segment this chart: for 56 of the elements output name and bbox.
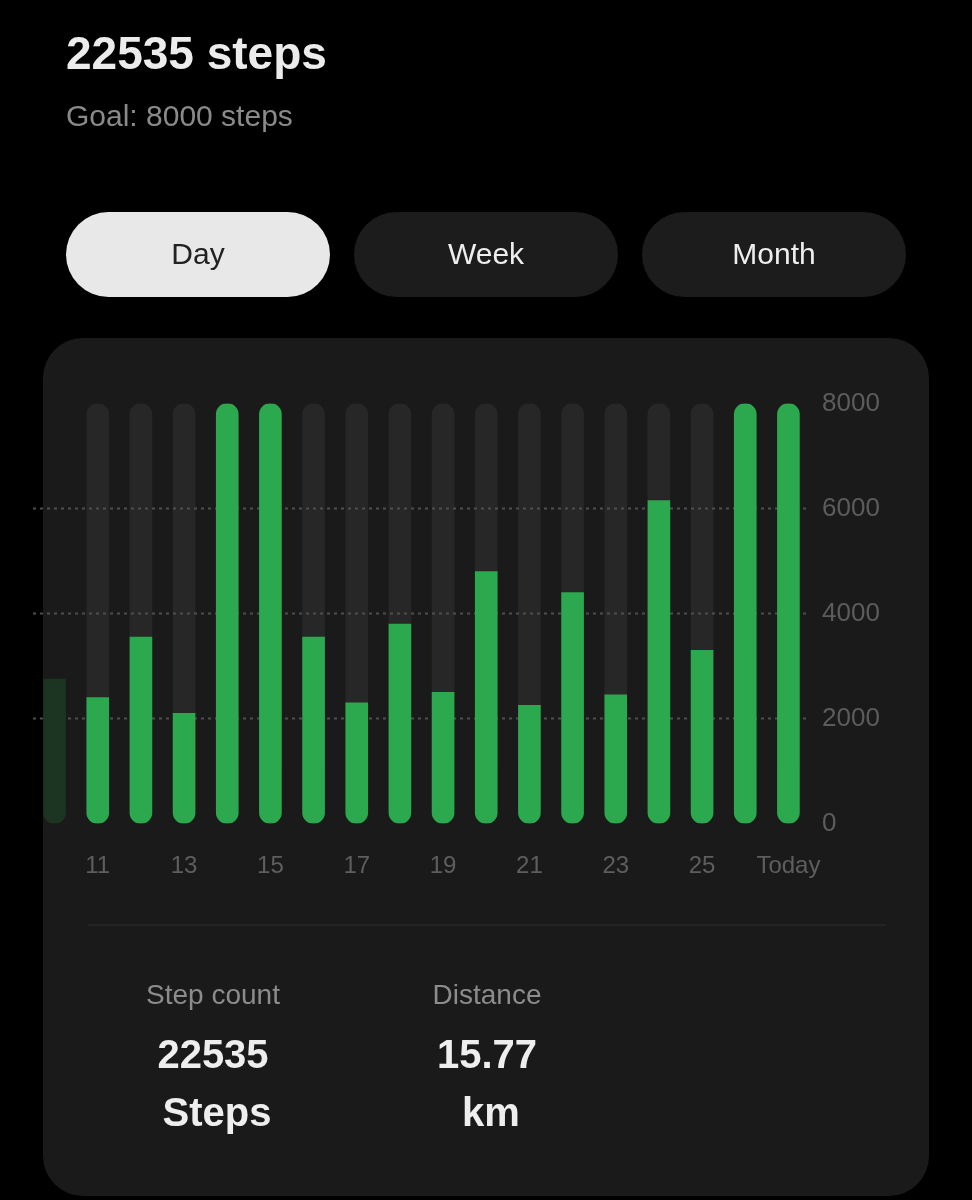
x-tick-label: 21 — [516, 850, 543, 878]
bar — [302, 636, 325, 824]
bar — [431, 691, 455, 824]
text: Day — [171, 236, 225, 272]
x-tick-label: 25 — [688, 850, 716, 878]
bar — [604, 403, 628, 696]
bar — [647, 403, 671, 501]
x-tick-label: 17 — [343, 850, 371, 878]
bar — [129, 403, 153, 638]
text: 15.77 — [436, 1031, 538, 1078]
bar — [129, 636, 153, 824]
x-tick-label: 15 — [257, 850, 284, 878]
text: Steps — [162, 1089, 272, 1136]
x-tick-label: 19 — [429, 850, 457, 878]
y-tick-label: 4000 — [822, 596, 880, 627]
bar — [518, 705, 541, 824]
bar — [259, 403, 282, 824]
bar — [388, 403, 412, 625]
bar — [172, 712, 196, 824]
bar — [302, 403, 325, 638]
bar — [43, 678, 66, 824]
text: Week — [447, 236, 525, 272]
bar — [86, 697, 110, 824]
chart-title: 22535 steps — [66, 27, 327, 79]
bar — [345, 403, 369, 704]
y-tick-label: 6000 — [822, 491, 880, 522]
x-tick-label: Today — [756, 850, 821, 878]
chart-subtitle: Goal: 8000 steps — [66, 98, 293, 134]
bar — [474, 403, 498, 572]
y-tick-label: 8000 — [822, 386, 880, 417]
bar — [561, 592, 584, 824]
bar — [647, 500, 671, 824]
bar — [86, 403, 110, 698]
bar — [690, 649, 714, 824]
text: Month — [732, 236, 816, 272]
text: Distance — [432, 978, 542, 1012]
bar — [215, 403, 239, 824]
bar — [518, 403, 541, 706]
bar — [777, 403, 800, 824]
text: Step count — [146, 978, 280, 1012]
x-tick-label: 23 — [602, 850, 630, 878]
bar — [345, 702, 369, 824]
text: km — [462, 1089, 520, 1136]
bar — [733, 403, 757, 824]
bar — [604, 694, 628, 824]
bar — [431, 403, 455, 693]
bar — [690, 403, 714, 651]
y-tick-label: 2000 — [822, 701, 880, 732]
x-tick-label: 11 — [85, 850, 111, 878]
x-tick-label: 13 — [170, 850, 198, 878]
y-tick-label: 0 — [822, 806, 837, 837]
bar — [474, 571, 498, 824]
bar — [388, 623, 412, 824]
bar — [561, 403, 584, 593]
bar — [172, 403, 196, 714]
text: 22535 — [157, 1031, 269, 1078]
